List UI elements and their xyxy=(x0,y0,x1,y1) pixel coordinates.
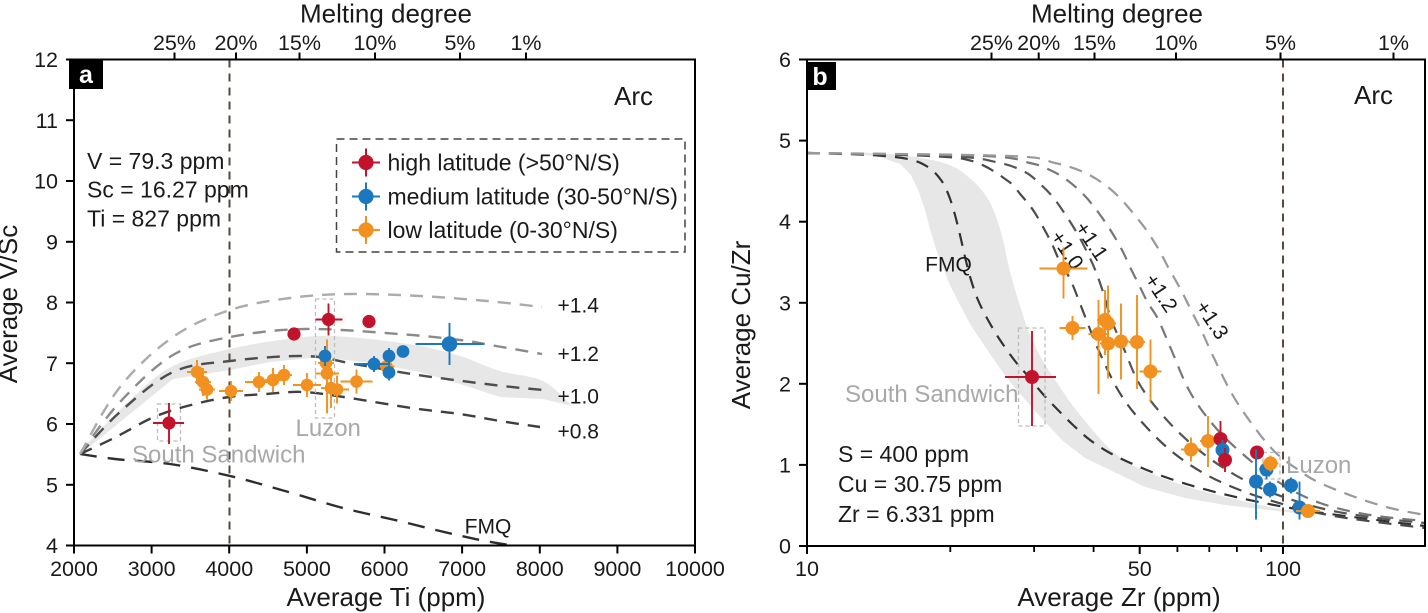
svg-text:25%: 25% xyxy=(153,31,196,55)
svg-text:South Sandwich: South Sandwich xyxy=(132,442,305,469)
svg-text:7000: 7000 xyxy=(438,557,486,581)
svg-text:15%: 15% xyxy=(1073,31,1116,55)
svg-text:3000: 3000 xyxy=(128,557,176,581)
svg-text:10%: 10% xyxy=(1154,31,1197,55)
svg-text:V = 79.3 ppm: V = 79.3 ppm xyxy=(87,148,224,174)
svg-text:Luzon: Luzon xyxy=(1286,452,1351,479)
svg-text:Melting degree: Melting degree xyxy=(300,0,472,29)
svg-text:5: 5 xyxy=(46,473,58,497)
svg-text:10: 10 xyxy=(34,170,58,194)
svg-text:0: 0 xyxy=(779,535,791,559)
svg-text:+1.0: +1.0 xyxy=(558,386,599,409)
svg-text:1%: 1% xyxy=(510,31,541,55)
svg-text:Average Cu/Zr: Average Cu/Zr xyxy=(726,240,756,409)
svg-text:6: 6 xyxy=(46,413,58,437)
svg-text:a: a xyxy=(79,61,94,89)
svg-text:1%: 1% xyxy=(1378,31,1409,55)
svg-text:4: 4 xyxy=(779,210,791,234)
svg-text:2000: 2000 xyxy=(50,557,98,581)
svg-text:low latitude (0-30°N/S): low latitude (0-30°N/S) xyxy=(388,217,618,243)
svg-text:South Sandwich: South Sandwich xyxy=(845,381,1018,408)
svg-text:6000: 6000 xyxy=(361,557,409,581)
svg-text:12: 12 xyxy=(34,48,58,72)
svg-text:20%: 20% xyxy=(1017,31,1060,55)
svg-text:+0.8: +0.8 xyxy=(558,421,599,444)
svg-text:11: 11 xyxy=(36,109,58,133)
svg-text:20%: 20% xyxy=(214,31,257,55)
svg-text:9000: 9000 xyxy=(593,557,641,581)
svg-text:10000: 10000 xyxy=(665,557,725,581)
svg-text:Melting degree: Melting degree xyxy=(1031,0,1203,29)
svg-text:5: 5 xyxy=(779,129,791,153)
svg-text:Zr = 6.331 ppm: Zr = 6.331 ppm xyxy=(838,501,995,527)
svg-text:10%: 10% xyxy=(353,31,396,55)
svg-text:+1.2: +1.2 xyxy=(558,343,599,366)
svg-text:Arc: Arc xyxy=(1354,80,1393,110)
svg-text:1: 1 xyxy=(779,453,791,477)
svg-text:4000: 4000 xyxy=(205,557,253,581)
svg-text:8: 8 xyxy=(46,291,58,315)
svg-text:Average Zr (ppm): Average Zr (ppm) xyxy=(1017,582,1220,612)
svg-text:15%: 15% xyxy=(278,31,321,55)
svg-text:100: 100 xyxy=(1265,557,1301,581)
svg-text:9: 9 xyxy=(46,230,58,254)
svg-text:FMQ: FMQ xyxy=(925,254,972,277)
svg-text:S = 400 ppm: S = 400 ppm xyxy=(838,441,969,467)
svg-text:4: 4 xyxy=(46,534,58,558)
svg-text:medium latitude (30-50°N/S): medium latitude (30-50°N/S) xyxy=(388,184,678,210)
svg-text:Arc: Arc xyxy=(614,81,653,111)
svg-text:Ti = 827 ppm: Ti = 827 ppm xyxy=(87,205,221,231)
svg-text:8000: 8000 xyxy=(516,557,564,581)
svg-text:3: 3 xyxy=(779,291,791,315)
svg-text:5%: 5% xyxy=(1265,31,1296,55)
svg-text:Average Ti (ppm): Average Ti (ppm) xyxy=(287,582,486,612)
svg-text:10: 10 xyxy=(795,557,819,581)
svg-text:FMQ: FMQ xyxy=(465,516,512,539)
svg-text:Average V/Sc: Average V/Sc xyxy=(0,225,23,384)
svg-text:25%: 25% xyxy=(970,31,1013,55)
svg-text:6: 6 xyxy=(779,48,791,72)
svg-text:Sc = 16.27 ppm: Sc = 16.27 ppm xyxy=(87,177,249,203)
svg-text:b: b xyxy=(812,63,827,91)
svg-text:+1.4: +1.4 xyxy=(558,295,600,318)
svg-text:Luzon: Luzon xyxy=(296,415,361,442)
svg-text:Cu = 30.75 ppm: Cu = 30.75 ppm xyxy=(838,471,1002,497)
svg-text:50: 50 xyxy=(1128,557,1152,581)
svg-text:high latitude (>50°N/S): high latitude (>50°N/S) xyxy=(388,150,620,176)
svg-text:5000: 5000 xyxy=(283,557,331,581)
svg-text:5%: 5% xyxy=(444,31,475,55)
svg-text:7: 7 xyxy=(46,352,58,376)
svg-text:2: 2 xyxy=(779,372,791,396)
